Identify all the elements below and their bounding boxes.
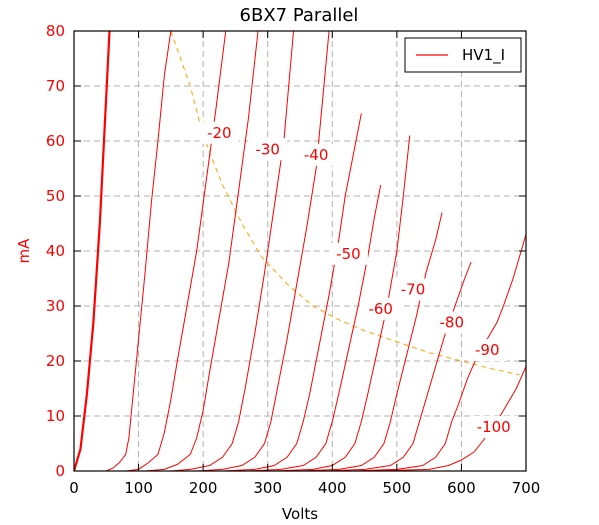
curve-label: -40 (304, 146, 329, 164)
grid-voltage-curve (299, 212, 443, 471)
y-tick-label: 70 (46, 77, 65, 95)
curve-label-bg (296, 143, 336, 166)
curve-label-bg (328, 242, 368, 265)
grid-voltage-curve (274, 135, 411, 471)
y-tick-label: 50 (46, 187, 65, 205)
grid-voltage-curve (144, 31, 259, 471)
y-tick-label: 40 (46, 242, 65, 260)
grid-voltage-curve (371, 366, 526, 471)
grid-voltage-curve (125, 31, 227, 471)
y-tick-label: 0 (55, 462, 65, 480)
x-tick-labels: 0 100 200 300 400 500 600 700 (69, 479, 540, 497)
y-axis-label: mA (15, 238, 33, 264)
x-tick-label: 500 (383, 479, 412, 497)
y-tick-labels: 0 10 20 30 40 50 60 70 80 (46, 22, 65, 480)
chart-title: 6BX7 Parallel (240, 5, 359, 26)
grid-voltage-curve (170, 31, 295, 471)
y-tick-label: 20 (46, 352, 65, 370)
curve-label: -60 (368, 300, 393, 318)
curve-label: -20 (207, 124, 232, 142)
x-tick-label: 700 (512, 479, 541, 497)
axis-ticks (73, 30, 527, 472)
curve-label: -90 (475, 341, 500, 359)
x-tick-label: 0 (69, 479, 79, 497)
grid-voltage-curve (196, 31, 330, 471)
grid-voltage-curve (248, 184, 382, 471)
curve-label-bg (248, 138, 288, 161)
curve-series (74, 31, 526, 471)
grid-voltage-curve (222, 113, 362, 471)
curve-label-bg (469, 416, 518, 438)
y-tick-label: 60 (46, 132, 65, 150)
curve-label-bg (361, 297, 401, 320)
curve-label: -30 (255, 140, 280, 158)
curve-label-bg (393, 278, 433, 301)
curve-label: -70 (401, 281, 426, 299)
legend-entry: HV1_I (462, 46, 505, 65)
curve-label-bg (467, 339, 507, 361)
curve-label-bg (199, 121, 239, 144)
curve-label: -50 (336, 245, 361, 263)
grid-voltage-curve (325, 261, 472, 471)
x-axis-label: Volts (282, 505, 318, 523)
x-tick-label: 300 (253, 479, 282, 497)
x-tick-label: 100 (124, 479, 153, 497)
curve-labels: -20 -30 -40 -50 -60 -70 -80 -90 -100 (199, 121, 518, 438)
y-tick-label: 30 (46, 297, 65, 315)
x-tick-label: 400 (318, 479, 347, 497)
x-tick-label: 200 (189, 479, 218, 497)
curve-label: -80 (439, 314, 464, 332)
grid-voltage-curve (351, 234, 526, 471)
series-line (74, 31, 111, 471)
curve-label-bg (432, 311, 472, 334)
legend: HV1_I (404, 37, 522, 73)
curve-label: -100 (477, 418, 511, 436)
y-tick-label: 80 (46, 22, 65, 40)
x-tick-label: 600 (447, 479, 476, 497)
grid-voltage-curve (106, 31, 172, 471)
y-tick-label: 10 (46, 407, 65, 425)
